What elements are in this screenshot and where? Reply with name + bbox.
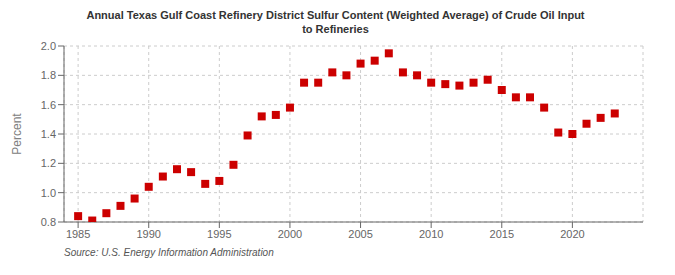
html-text:Source: U.S. Energy Informatio: Source: U.S. Energy Information Administ… — [64, 247, 274, 258]
svg-text:1.4: 1.4 — [41, 128, 56, 140]
html-text:Annual Texas Gulf Coast Refine: Annual Texas Gulf Coast Refinery Distric… — [86, 9, 585, 21]
svg-text:1985: 1985 — [66, 228, 90, 240]
svg-text:1.2: 1.2 — [41, 157, 56, 169]
svg-text:0.8: 0.8 — [41, 216, 56, 228]
svg-text:1.8: 1.8 — [41, 69, 56, 81]
svg-text:1.6: 1.6 — [41, 99, 56, 111]
svg-text:1990: 1990 — [136, 228, 160, 240]
svg-text:1.0: 1.0 — [41, 187, 56, 199]
svg-text:2.0: 2.0 — [41, 40, 56, 52]
svg-text:2000: 2000 — [278, 228, 302, 240]
svg-text:2015: 2015 — [490, 228, 514, 240]
svg-text:2010: 2010 — [419, 228, 443, 240]
svg-text:2020: 2020 — [560, 228, 584, 240]
svg-text:2005: 2005 — [348, 228, 372, 240]
svg-text:1995: 1995 — [207, 228, 231, 240]
svg-text:Percent: Percent — [10, 113, 24, 155]
html-text:to Refineries: to Refineries — [302, 23, 369, 35]
